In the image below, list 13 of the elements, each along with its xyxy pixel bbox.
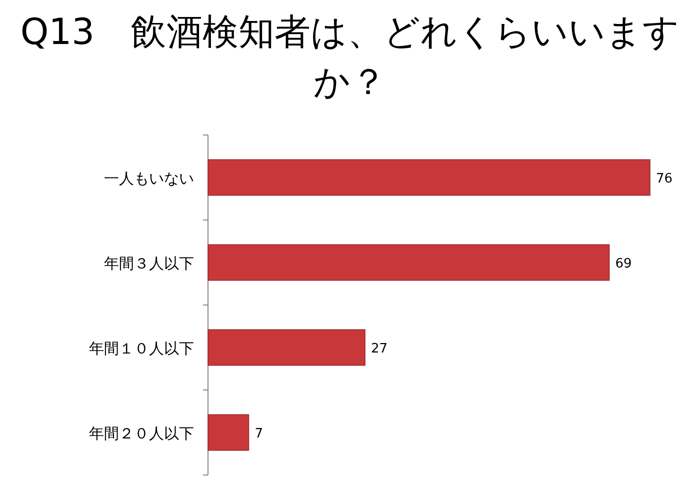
bar	[208, 329, 366, 366]
data-label: 7	[254, 426, 263, 442]
y-tick-label: 年間１０人以下	[89, 340, 194, 358]
data-label: 27	[371, 342, 388, 356]
y-tick-label: 年間３人以下	[104, 254, 194, 272]
data-label: 69	[615, 256, 632, 272]
bar	[208, 244, 610, 281]
y-tick-label: 年間２０人以下	[89, 424, 194, 442]
bar	[208, 414, 250, 451]
bar	[208, 159, 650, 196]
y-tick-label: 一人もいない	[104, 170, 194, 188]
chart-title: Q13 飲酒検知者は、どれくらいいますか？	[20, 11, 680, 105]
data-label: 76	[656, 172, 673, 186]
